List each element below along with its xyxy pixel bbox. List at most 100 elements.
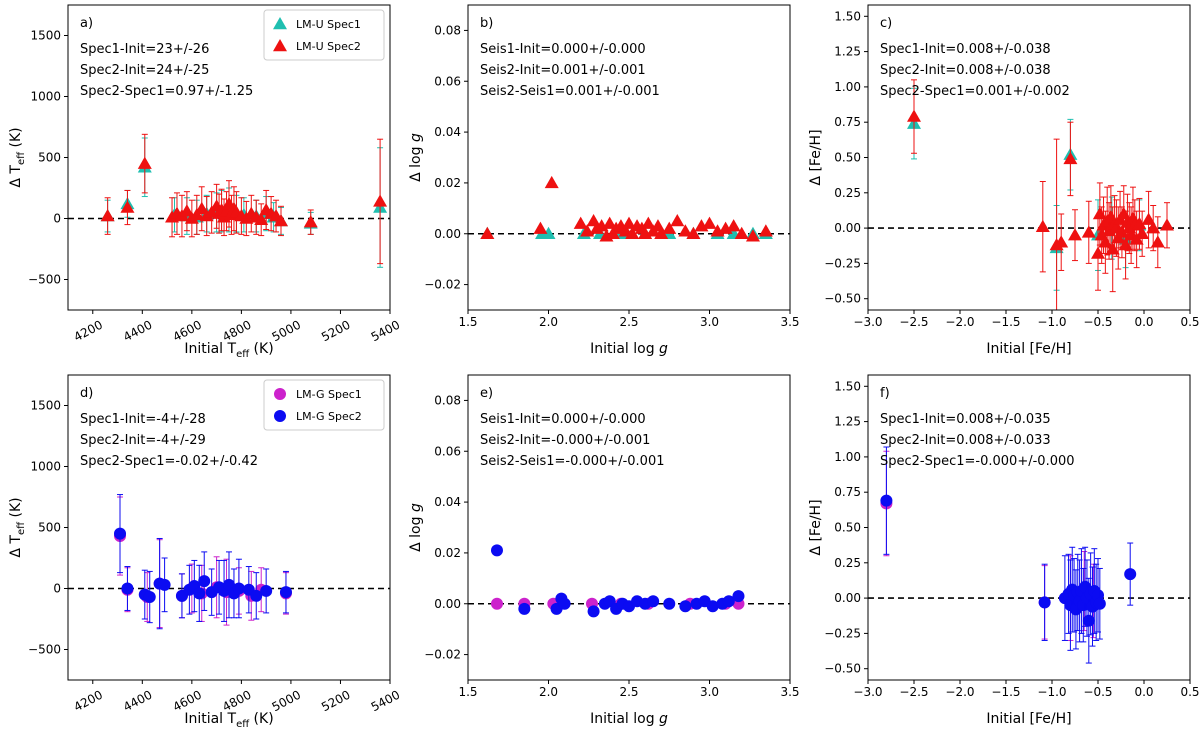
x-tick-label: 2.5: [619, 315, 638, 329]
x-tick-label: −3.0: [853, 685, 882, 699]
data-point: [880, 494, 893, 507]
data-point: [1116, 206, 1131, 220]
data-point: [1068, 228, 1082, 241]
data-point: [1141, 212, 1156, 225]
data-point: [702, 216, 717, 229]
y-tick-label: 0.06: [434, 444, 461, 458]
data-point: [490, 597, 503, 610]
stat-annotation: Seis1-Init=0.000+/-0.000: [480, 42, 646, 57]
data-point: [758, 224, 773, 237]
data-point: [158, 578, 171, 591]
stat-annotation: Spec2-Init=-4+/-29: [80, 433, 206, 448]
x-tick-label: 0.0: [1134, 685, 1153, 699]
y-tick-label: 0.00: [434, 597, 461, 611]
legend-label: LM-G Spec1: [296, 388, 362, 401]
y-tick-label: 0.50: [834, 151, 861, 165]
y-axis-label: Δ [Fe/H]: [808, 129, 824, 185]
legend-marker: [273, 17, 287, 30]
series-lm-u-spec2: [907, 79, 1174, 310]
x-axis-label: Initial [Fe/H]: [986, 711, 1071, 727]
y-tick-label: 0: [53, 212, 61, 226]
y-axis-label: Δ [Fe/H]: [808, 499, 824, 555]
data-point: [573, 216, 588, 229]
data-point: [1038, 596, 1051, 609]
y-axis-label-main: Δ [Fe/H]: [808, 129, 824, 185]
series-lm-g-spec1: [880, 450, 1100, 641]
y-tick-label: 1.00: [834, 450, 861, 464]
panel-label: e): [480, 386, 493, 401]
y-tick-label: 0.25: [834, 556, 861, 570]
series-lm-g-spec1: [114, 496, 292, 629]
data-point: [734, 226, 749, 239]
data-area: [907, 79, 1174, 310]
data-point: [1035, 219, 1050, 232]
x-tick-label: 5400: [369, 688, 403, 715]
series-lm-u-spec2: [100, 133, 388, 265]
stat-annotation: Seis2-Seis1=-0.000+/-0.001: [480, 454, 664, 469]
series-lm-g-spec2: [490, 544, 745, 618]
x-axis-label-unit: (K): [249, 711, 274, 727]
stat-annotation: Spec2-Init=0.008+/-0.038: [880, 63, 1051, 78]
y-tick-label: −500: [28, 273, 61, 287]
y-axis-label-unit: (K): [8, 127, 24, 152]
y-tick-label: −0.50: [824, 662, 861, 676]
x-axis-label-sub: eff: [236, 349, 250, 360]
x-tick-label: −2.5: [899, 685, 928, 699]
y-tick-label: 1000: [30, 460, 61, 474]
y-tick-label: 0.75: [834, 115, 861, 129]
stat-annotation: Spec2-Spec1=0.001+/-0.002: [880, 84, 1070, 99]
y-axis-label: Δ log g: [408, 503, 424, 552]
data-point: [518, 602, 531, 615]
data-point: [303, 215, 318, 228]
data-point: [587, 605, 600, 618]
stat-annotation: Seis2-Init=0.001+/-0.001: [480, 63, 646, 78]
x-tick-label: −0.5: [1083, 685, 1112, 699]
stat-annotation: Spec1-Init=23+/-26: [80, 42, 209, 57]
data-point: [232, 582, 245, 595]
x-tick-label: 3.0: [700, 315, 719, 329]
stat-annotation: Spec1-Init=-4+/-28: [80, 412, 206, 427]
data-point: [647, 595, 660, 608]
x-tick-label: −2.5: [899, 315, 928, 329]
legend-marker: [274, 388, 286, 400]
data-point: [663, 597, 676, 610]
x-tick-label: 5200: [319, 688, 353, 715]
series-lm-u-spec2: [480, 175, 773, 242]
panel-6: −3.0 −2.5 −2.0 −1.5 −1.0 −0.5 0.0 0.5 −0.50 −0.25…: [808, 374, 1200, 727]
x-tick-label: −1.5: [991, 685, 1020, 699]
data-point: [558, 597, 571, 610]
x-axis-label-italic: g: [659, 711, 668, 727]
stat-annotation: Seis1-Init=0.000+/-0.000: [480, 412, 646, 427]
data-point: [194, 201, 209, 214]
data-point: [586, 214, 601, 227]
data-point: [260, 584, 273, 597]
data-point: [1063, 151, 1078, 165]
data-point: [1146, 221, 1161, 234]
data-point: [541, 226, 556, 239]
y-axis-label-main: Δ T: [8, 535, 24, 558]
data-area: [490, 544, 745, 618]
y-tick-label: −0.50: [824, 292, 861, 306]
data-point: [1160, 218, 1174, 231]
y-tick-label: −500: [28, 643, 61, 657]
data-point: [1082, 614, 1095, 627]
data-point: [274, 213, 289, 227]
panel-4: 4200 4400 4600 4800 5000 5200 5400−50005001000…: [8, 374, 403, 730]
y-tick-label: −0.25: [824, 626, 861, 640]
panel-label: d): [80, 386, 93, 401]
y-tick-label: 0.04: [434, 125, 461, 139]
series-lm-g-spec2: [114, 494, 292, 630]
data-point: [114, 527, 127, 540]
legend-label: LM-U Spec1: [296, 18, 361, 31]
y-tick-label: 1.50: [834, 9, 861, 23]
x-tick-label: −1.5: [991, 315, 1020, 329]
data-point: [137, 156, 152, 169]
data-point: [480, 226, 495, 239]
x-tick-label: −2.0: [945, 315, 974, 329]
panel-2: 1.5 2.0 2.5 3.0 3.5 −0.02 0.00 0.02 0.04 0.06 0.08…: [408, 4, 800, 357]
x-axis-label: Initial log g: [590, 341, 668, 357]
y-tick-label: 1500: [30, 399, 61, 413]
x-axis-label-sub: eff: [236, 719, 250, 730]
panel-3: −3.0 −2.5 −2.0 −1.5 −1.0 −0.5 0.0 0.5 −0.50 −0.25…: [808, 4, 1200, 357]
stat-annotation: Spec1-Init=0.008+/-0.035: [880, 412, 1051, 427]
